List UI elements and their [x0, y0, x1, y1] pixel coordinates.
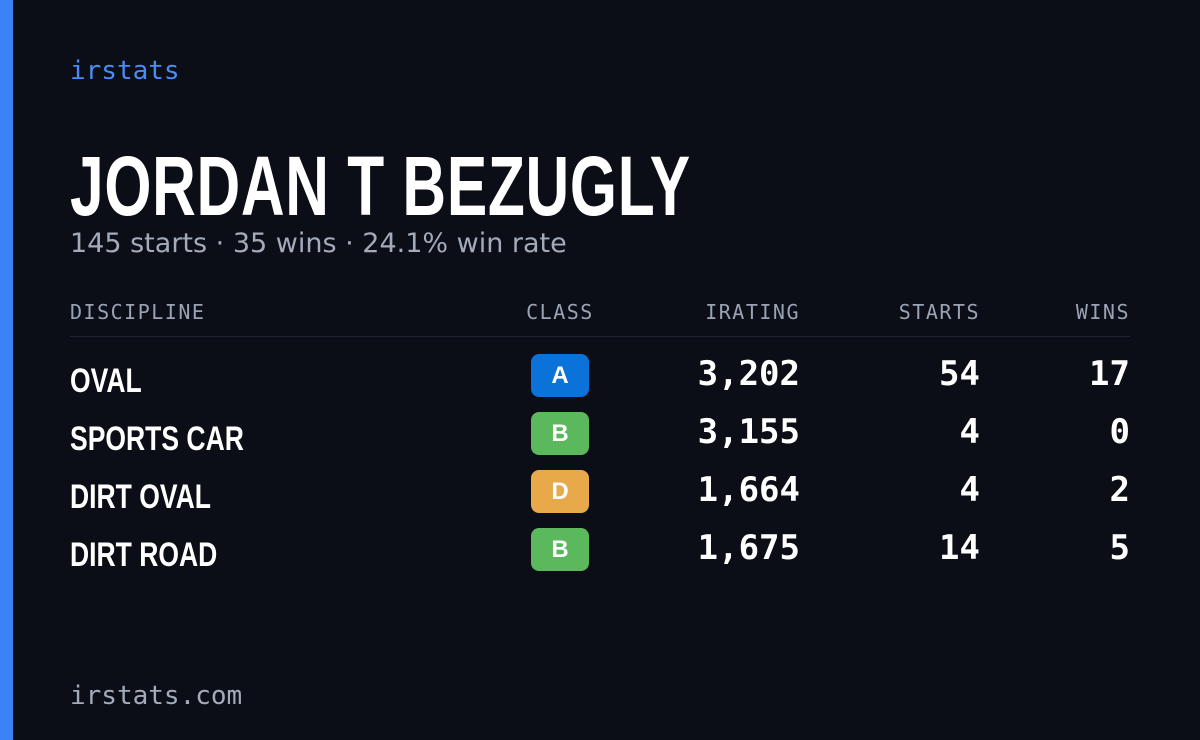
- class-badge: B: [531, 412, 589, 455]
- class-badge: A: [531, 354, 589, 397]
- class-badge: D: [531, 470, 589, 513]
- starts: 4: [959, 470, 980, 510]
- irating: 1,664: [697, 470, 800, 510]
- starts: 14: [939, 528, 980, 568]
- brand: irstats: [70, 56, 180, 86]
- discipline: OVAL: [70, 362, 142, 400]
- class-badge: B: [531, 528, 589, 571]
- column-header: DISCIPLINE: [70, 300, 206, 324]
- column-header: WINS: [1075, 300, 1130, 324]
- discipline: SPORTS CAR: [70, 420, 244, 458]
- discipline: DIRT ROAD: [70, 536, 218, 574]
- wins: 2: [1109, 470, 1130, 510]
- column-header: IRATING: [705, 300, 800, 324]
- starts: 54: [939, 354, 980, 394]
- starts: 4: [959, 412, 980, 452]
- driver-summary: 145 starts · 35 wins · 24.1% win rate: [70, 228, 567, 259]
- column-header: CLASS: [526, 300, 594, 324]
- wins: 5: [1109, 528, 1130, 568]
- irating: 3,202: [697, 354, 800, 394]
- irating: 3,155: [697, 412, 800, 452]
- wins: 0: [1109, 412, 1130, 452]
- wins: 17: [1089, 354, 1130, 394]
- header-rule: [70, 336, 1130, 337]
- accent-stripe: [0, 0, 13, 740]
- footer: irstats.com: [70, 681, 243, 711]
- driver-name: JORDAN T BEZUGLY: [70, 139, 691, 233]
- column-header: STARTS: [898, 300, 980, 324]
- discipline: DIRT OVAL: [70, 478, 211, 516]
- irating: 1,675: [697, 528, 800, 568]
